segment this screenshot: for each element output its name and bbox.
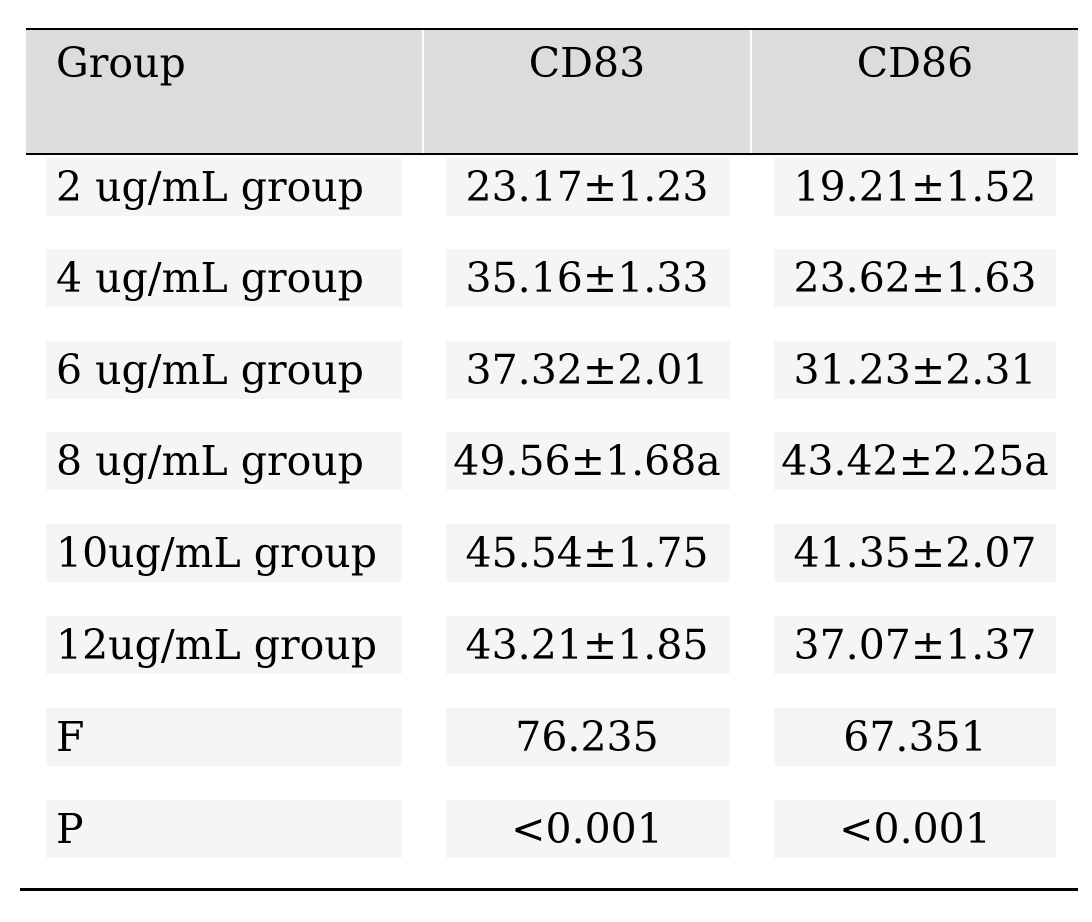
table-row: P <0.001 <0.001 bbox=[0, 800, 1092, 858]
table-row: 6 ug/mL group 37.32±2.01 31.23±2.31 bbox=[0, 341, 1092, 399]
header-group: Group bbox=[56, 39, 186, 87]
row-cd86-value: 19.21±1.52 bbox=[793, 163, 1037, 211]
row-group-label: 4 ug/mL group bbox=[56, 254, 364, 302]
header-cd83: CD83 bbox=[528, 39, 646, 87]
row-cd83-value: <0.001 bbox=[511, 805, 663, 853]
table-header-band bbox=[26, 30, 1078, 153]
row-cd86-value: 37.07±1.37 bbox=[793, 621, 1037, 669]
row-group-label: 12ug/mL group bbox=[56, 621, 377, 669]
row-group-label: F bbox=[56, 713, 85, 761]
row-group-label: 8 ug/mL group bbox=[56, 437, 364, 485]
row-cd86-value: 31.23±2.31 bbox=[793, 346, 1037, 394]
table-top-rule bbox=[26, 28, 1078, 30]
table-row: 4 ug/mL group 35.16±1.33 23.62±1.63 bbox=[0, 249, 1092, 307]
row-cd86-value: 67.351 bbox=[843, 713, 987, 761]
table-bottom-rule bbox=[20, 888, 1078, 891]
row-group-label: 2 ug/mL group bbox=[56, 163, 364, 211]
row-cd83-value: 76.235 bbox=[515, 713, 659, 761]
row-cd86-value: 41.35±2.07 bbox=[793, 529, 1037, 577]
table-row: 10ug/mL group 45.54±1.75 41.35±2.07 bbox=[0, 524, 1092, 582]
row-cd83-value: 37.32±2.01 bbox=[465, 346, 709, 394]
header-column-separator bbox=[422, 30, 424, 153]
row-group-label: P bbox=[56, 805, 84, 853]
row-cd83-value: 45.54±1.75 bbox=[465, 529, 709, 577]
header-column-separator bbox=[750, 30, 752, 153]
table-row: 12ug/mL group 43.21±1.85 37.07±1.37 bbox=[0, 616, 1092, 674]
table-row: 2 ug/mL group 23.17±1.23 19.21±1.52 bbox=[0, 158, 1092, 216]
row-cd86-value: <0.001 bbox=[839, 805, 991, 853]
row-cd83-value: 49.56±1.68a bbox=[453, 437, 721, 485]
header-cd86: CD86 bbox=[856, 39, 974, 87]
table-row: F 76.235 67.351 bbox=[0, 708, 1092, 766]
row-group-label: 6 ug/mL group bbox=[56, 346, 364, 394]
row-cd83-value: 23.17±1.23 bbox=[465, 163, 709, 211]
row-cd86-value: 43.42±2.25a bbox=[781, 437, 1049, 485]
row-group-label: 10ug/mL group bbox=[56, 529, 377, 577]
row-cd83-value: 43.21±1.85 bbox=[465, 621, 709, 669]
table-row: 8 ug/mL group 49.56±1.68a 43.42±2.25a bbox=[0, 432, 1092, 490]
row-cd83-value: 35.16±1.33 bbox=[465, 254, 709, 302]
table-header-rule bbox=[26, 153, 1078, 155]
row-cd86-value: 23.62±1.63 bbox=[793, 254, 1037, 302]
